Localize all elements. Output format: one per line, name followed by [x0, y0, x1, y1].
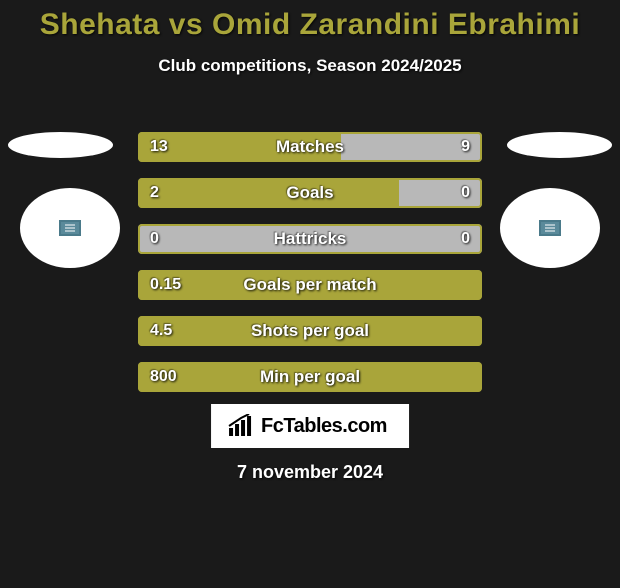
date-label: 7 november 2024 [0, 462, 620, 483]
stat-label: Matches [138, 132, 482, 162]
stat-value-left: 13 [150, 132, 168, 162]
stat-row: Min per goal800 [138, 362, 482, 392]
stat-row: Hattricks0 0 [138, 224, 482, 254]
stat-value-left: 800 [150, 362, 177, 392]
stat-label: Hattricks [138, 224, 482, 254]
stat-value-left: 2 [150, 178, 159, 208]
stat-value-right: 0 [461, 224, 470, 254]
stat-value-right: 0 [461, 178, 470, 208]
stat-row: Goals per match0.15 [138, 270, 482, 300]
player-badge-right [500, 188, 600, 268]
brand-logo-icon [227, 414, 255, 438]
stat-row: Goals2 0 [138, 178, 482, 208]
flag-icon [539, 220, 561, 236]
flag-icon [59, 220, 81, 236]
stat-value-left: 0.15 [150, 270, 181, 300]
player-badge-left [20, 188, 120, 268]
stat-value-left: 0 [150, 224, 159, 254]
stat-label: Goals per match [138, 270, 482, 300]
stat-label: Shots per goal [138, 316, 482, 346]
stat-value-right: 9 [461, 132, 470, 162]
brand-text: FcTables.com [261, 415, 387, 438]
stat-row: Matches13 9 [138, 132, 482, 162]
decor-oval-left [8, 132, 113, 158]
decor-oval-right [507, 132, 612, 158]
stat-label: Goals [138, 178, 482, 208]
stat-label: Min per goal [138, 362, 482, 392]
subtitle: Club competitions, Season 2024/2025 [0, 56, 620, 76]
page-title: Shehata vs Omid Zarandini Ebrahimi [0, 8, 620, 42]
stat-row: Shots per goal4.5 [138, 316, 482, 346]
brand-badge: FcTables.com [211, 404, 409, 448]
comparison-bars: Matches139Goals20Hattricks00Goals per ma… [138, 132, 482, 408]
stat-value-left: 4.5 [150, 316, 172, 346]
